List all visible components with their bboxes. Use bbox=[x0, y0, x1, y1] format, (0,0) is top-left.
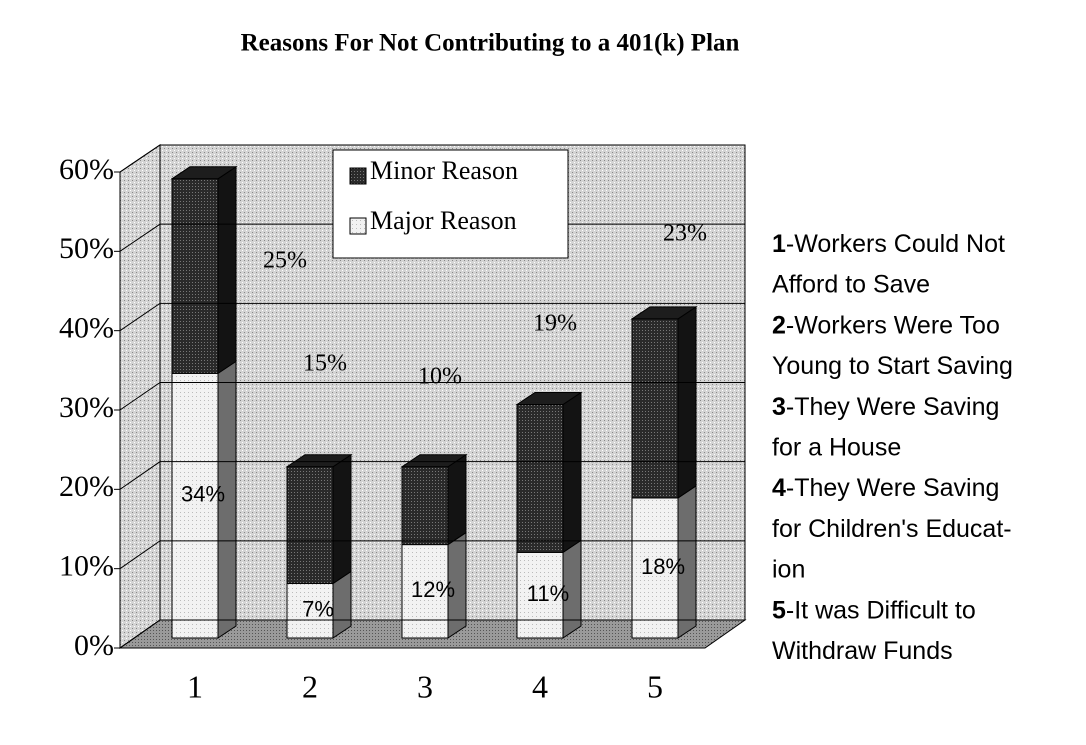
bar-side bbox=[562, 391, 582, 554]
bar-top bbox=[170, 166, 238, 180]
bar bbox=[286, 466, 334, 585]
note-line: for a House bbox=[772, 433, 901, 461]
y-tick-label: 10% bbox=[59, 550, 114, 583]
bar bbox=[171, 178, 219, 374]
note-text: Afford to Save bbox=[772, 270, 930, 298]
bar-side bbox=[217, 165, 237, 375]
data-label: 23% bbox=[663, 221, 707, 247]
note-key: 4 bbox=[772, 474, 786, 502]
note-text: -Workers Were Too bbox=[786, 311, 1000, 339]
note-key: 3 bbox=[772, 392, 786, 420]
note-line: 2-Workers Were Too bbox=[772, 311, 1000, 339]
bar-top bbox=[630, 306, 698, 320]
x-tick-label: 5 bbox=[647, 668, 663, 704]
note-line: 4-They Were Saving bbox=[772, 474, 999, 502]
data-label: 34% bbox=[181, 481, 225, 506]
grid-line bbox=[119, 540, 745, 570]
note-key: 5 bbox=[772, 596, 786, 624]
bar bbox=[286, 583, 334, 639]
note-text: Withdraw Funds bbox=[772, 637, 953, 665]
data-label: 25% bbox=[263, 248, 307, 274]
data-label: 7% bbox=[302, 597, 334, 622]
note-text: Young to Start Saving bbox=[772, 352, 1013, 380]
legend-label: Minor Reason bbox=[370, 156, 518, 185]
x-tick-label: 3 bbox=[417, 668, 433, 704]
x-tick-label: 1 bbox=[187, 668, 203, 704]
bar-side bbox=[332, 453, 352, 585]
note-line: Young to Start Saving bbox=[772, 352, 1013, 380]
bar-side bbox=[677, 305, 697, 499]
y-tick-label: 0% bbox=[74, 629, 114, 662]
legend-label: Major Reason bbox=[370, 206, 517, 235]
bar bbox=[631, 497, 679, 639]
note-text: -It was Difficult to bbox=[786, 596, 976, 624]
y-tick-label: 40% bbox=[59, 312, 114, 345]
legend-box bbox=[332, 149, 569, 259]
y-tick-label: 50% bbox=[59, 232, 114, 265]
data-label: 18% bbox=[641, 554, 685, 579]
x-tick-label: 2 bbox=[302, 668, 318, 704]
chart-title: Reasons For Not Contributing to a 401(k)… bbox=[241, 30, 740, 57]
note-line: 3-They Were Saving bbox=[772, 392, 999, 420]
note-line: Withdraw Funds bbox=[772, 637, 953, 665]
grid-line bbox=[119, 619, 745, 649]
bar-top bbox=[285, 454, 353, 468]
data-label: 19% bbox=[533, 311, 577, 337]
note-line: 5-It was Difficult to bbox=[772, 596, 976, 624]
grid-line bbox=[119, 461, 745, 490]
bar-top bbox=[400, 454, 468, 468]
note-key: 1 bbox=[772, 230, 786, 258]
note-line: Afford to Save bbox=[772, 270, 930, 298]
y-tick-label: 60% bbox=[59, 153, 114, 186]
data-label: 10% bbox=[418, 364, 462, 390]
grid-line bbox=[119, 302, 745, 332]
data-label: 12% bbox=[411, 577, 455, 602]
bar bbox=[401, 466, 449, 546]
grid-line bbox=[119, 382, 745, 411]
note-key: 2 bbox=[772, 311, 786, 339]
y-tick-label: 30% bbox=[59, 391, 114, 424]
note-line: 1-Workers Could Not bbox=[772, 230, 1005, 258]
bar bbox=[516, 404, 564, 553]
note-line: for Children's Educat- bbox=[772, 515, 1012, 543]
data-label: 15% bbox=[303, 351, 347, 377]
note-text: -They Were Saving bbox=[786, 392, 1000, 420]
x-tick-label: 4 bbox=[532, 668, 548, 704]
grid-line bbox=[119, 144, 745, 173]
bar-top bbox=[515, 392, 583, 405]
note-line: ion bbox=[772, 555, 805, 583]
data-label: 11% bbox=[527, 581, 569, 606]
bar-side bbox=[447, 453, 467, 546]
bar bbox=[631, 318, 679, 499]
legend-swatch bbox=[349, 217, 367, 235]
note-text: for Children's Educat- bbox=[772, 515, 1012, 543]
bar bbox=[171, 372, 219, 639]
note-text: ion bbox=[772, 555, 805, 583]
bar bbox=[516, 551, 564, 639]
note-text: -They Were Saving bbox=[786, 474, 1000, 502]
note-text: for a House bbox=[772, 433, 901, 461]
y-tick-label: 20% bbox=[59, 470, 114, 503]
note-text: -Workers Could Not bbox=[786, 230, 1005, 258]
legend-swatch bbox=[349, 167, 367, 185]
